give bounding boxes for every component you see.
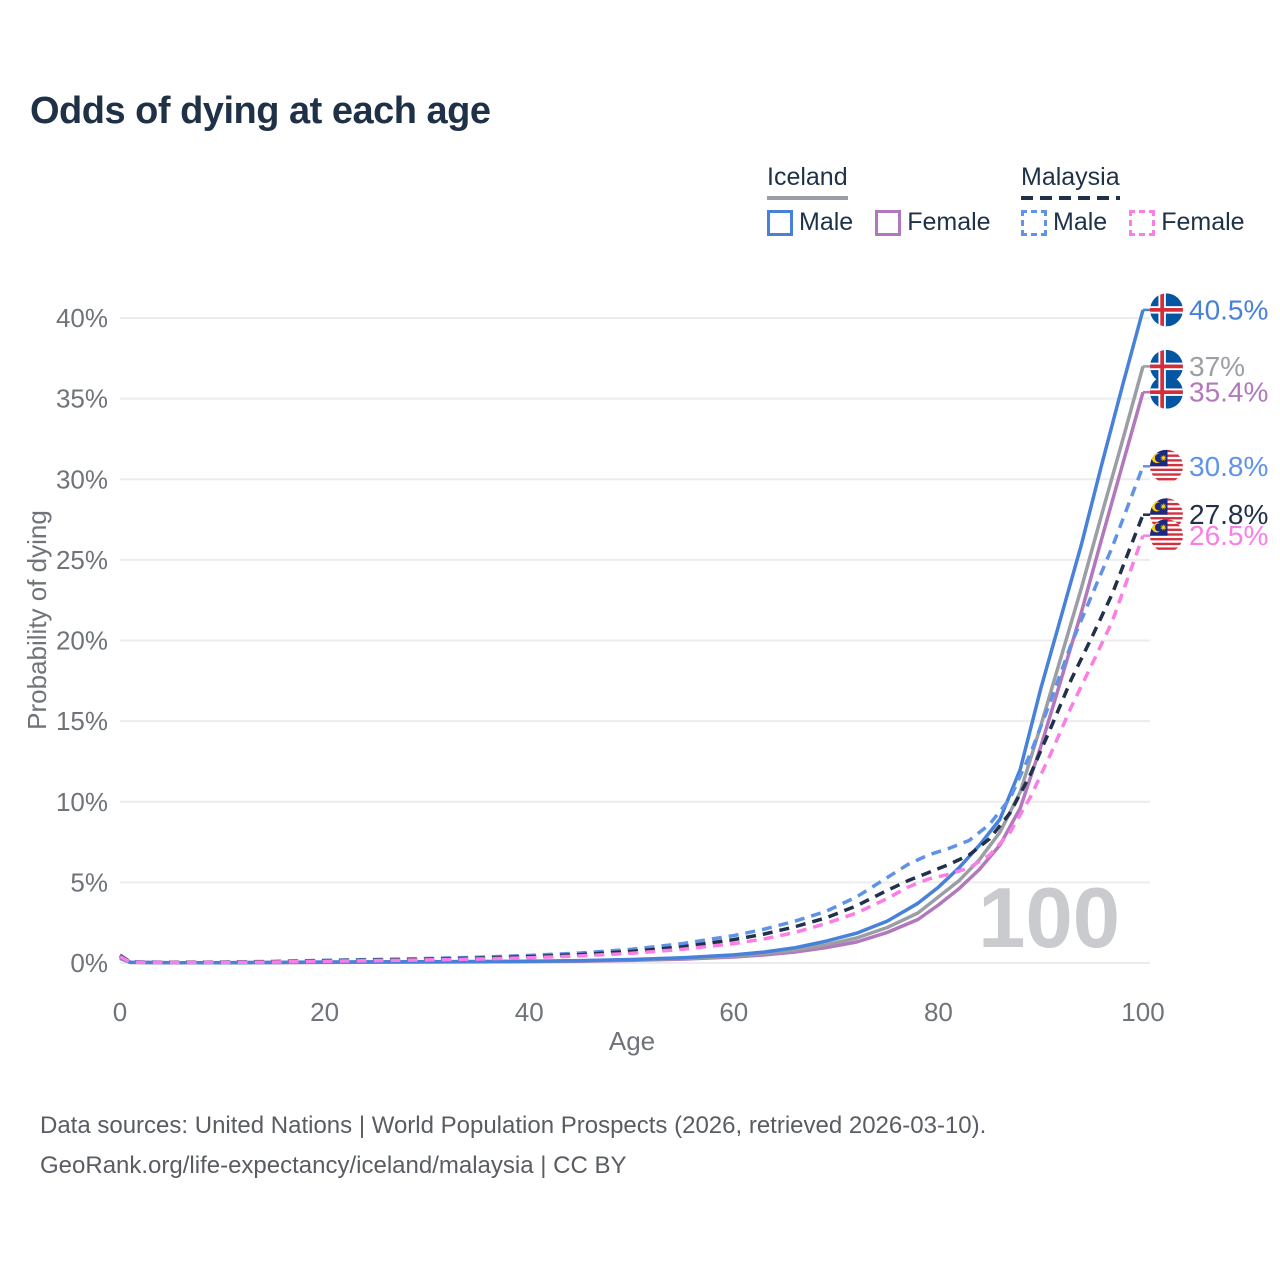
malaysia-male-swatch-icon bbox=[1021, 209, 1047, 236]
iceland-male-swatch-icon bbox=[767, 209, 793, 236]
iceland-flag-icon bbox=[1150, 349, 1183, 383]
page-title: Odds of dying at each age bbox=[30, 90, 491, 132]
iceland-female-swatch-icon bbox=[875, 209, 902, 236]
legend-group-title: Iceland bbox=[767, 163, 848, 191]
legend-item-label: Male bbox=[1053, 208, 1108, 236]
x-tick-label: 100 bbox=[1121, 997, 1164, 1027]
age-counter-watermark: 100 bbox=[978, 871, 1120, 966]
end-label-iceland-both-sexes: 37% bbox=[1189, 351, 1245, 382]
legend-group-iceland: Iceland Male Female bbox=[767, 163, 991, 237]
legend-item-label: Male bbox=[799, 208, 854, 236]
legend-item-iceland-male[interactable]: Male bbox=[767, 208, 853, 237]
y-tick-label: 10% bbox=[56, 787, 108, 817]
iceland-line-style-swatch bbox=[767, 196, 848, 200]
legend-item-malaysia-female[interactable]: Female bbox=[1129, 208, 1245, 237]
end-label-malaysia-female: 26.5% bbox=[1189, 520, 1268, 551]
end-label-malaysia-both-sexes: 27.8% bbox=[1189, 499, 1268, 530]
legend-item-iceland-female[interactable]: Female bbox=[875, 208, 991, 237]
y-tick-label: 25% bbox=[56, 545, 108, 575]
end-label-malaysia-male: 30.8% bbox=[1189, 451, 1268, 482]
legend-group-malaysia: Malaysia Male Female bbox=[1021, 163, 1245, 237]
y-tick-label: 15% bbox=[56, 706, 108, 736]
series-line-malaysia-female[interactable] bbox=[119, 535, 1145, 965]
y-tick-label: 0% bbox=[70, 948, 108, 978]
y-tick-label: 20% bbox=[56, 626, 108, 656]
data-source-footer: Data sources: United Nations | World Pop… bbox=[40, 1106, 986, 1186]
x-tick-label: 40 bbox=[515, 997, 544, 1027]
legend-group-head: Iceland bbox=[767, 163, 848, 200]
legend-item-malaysia-male[interactable]: Male bbox=[1021, 208, 1107, 237]
x-tick-label: 0 bbox=[113, 997, 127, 1027]
malaysia-line-style-swatch bbox=[1021, 196, 1120, 200]
malaysia-flag-icon bbox=[1150, 449, 1183, 483]
y-tick-label: 40% bbox=[56, 303, 108, 333]
y-tick-label: 30% bbox=[56, 464, 108, 494]
end-label-iceland-female: 35.4% bbox=[1189, 377, 1268, 408]
x-tick-label: 20 bbox=[310, 997, 339, 1027]
iceland-flag-icon bbox=[1150, 293, 1183, 327]
x-tick-label: 60 bbox=[719, 997, 748, 1027]
legend-item-label: Female bbox=[1161, 208, 1245, 236]
y-axis-label: Probability of dying bbox=[22, 510, 52, 730]
legend-item-label: Female bbox=[907, 208, 991, 236]
malaysia-female-swatch-icon bbox=[1129, 209, 1156, 236]
legend-group-title: Malaysia bbox=[1021, 163, 1120, 191]
end-label-iceland-male: 40.5% bbox=[1189, 294, 1268, 325]
x-axis-label: Age bbox=[609, 1026, 655, 1056]
series-line-iceland-male[interactable] bbox=[119, 309, 1145, 965]
y-tick-label: 35% bbox=[56, 384, 108, 414]
x-tick-label: 80 bbox=[924, 997, 953, 1027]
y-tick-label: 5% bbox=[70, 867, 108, 897]
malaysia-flag-icon bbox=[1150, 519, 1183, 553]
attribution-line: GeoRank.org/life-expectancy/iceland/mala… bbox=[40, 1152, 627, 1179]
legend-group-head: Malaysia bbox=[1021, 163, 1120, 200]
data-source-line: Data sources: United Nations | World Pop… bbox=[40, 1112, 987, 1139]
